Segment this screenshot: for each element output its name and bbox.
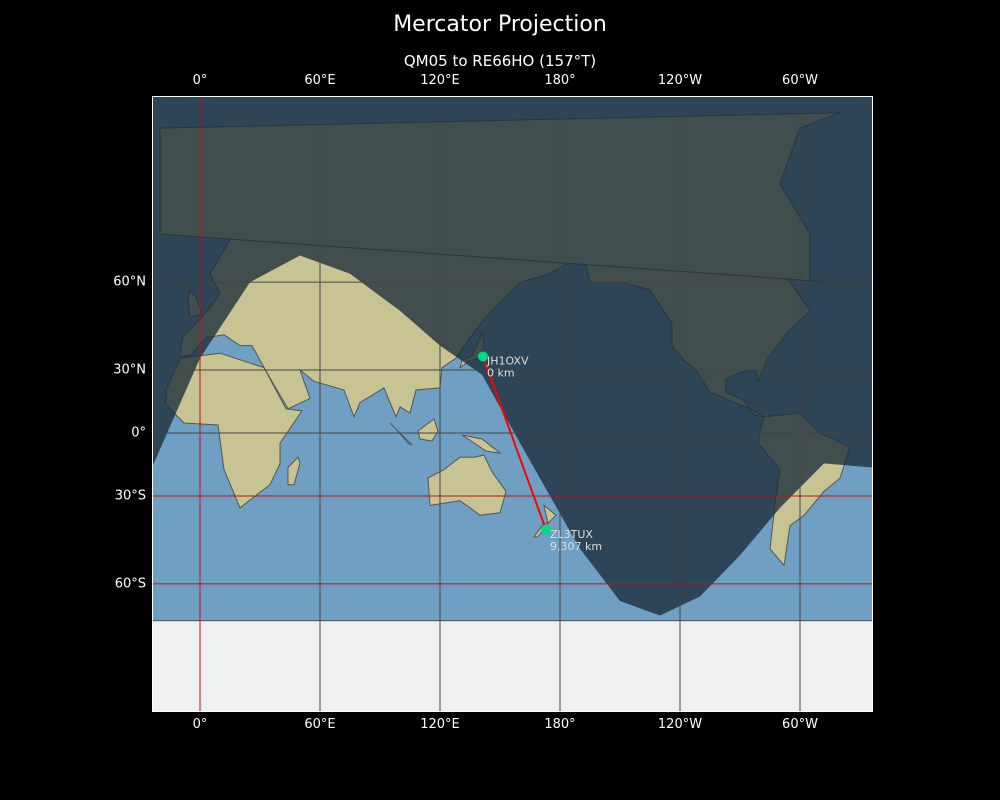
station-distance: 9,307 km <box>550 540 602 553</box>
tick-label: 60°N <box>113 274 146 290</box>
tick-label: 120°E <box>420 717 460 732</box>
tick-label: 180° <box>544 717 576 732</box>
station-distance: 0 km <box>487 366 515 379</box>
land-borneo <box>417 418 439 442</box>
station-marker <box>541 524 551 535</box>
tick-label: 0° <box>131 425 146 441</box>
tick-label: 30°S <box>114 488 146 504</box>
tick-label: 60°E <box>304 73 336 88</box>
station-marker <box>478 351 488 362</box>
tick-label: 60°S <box>114 576 146 592</box>
map-frame <box>152 96 873 712</box>
tick-label: 180° <box>544 73 576 88</box>
tick-label: 30°N <box>113 362 146 378</box>
tick-label: 0° <box>192 73 208 88</box>
land-antarctica <box>152 620 873 712</box>
land-new-guinea <box>461 434 502 454</box>
tick-label: 120°W <box>657 717 703 732</box>
map-title: Mercator Projection <box>393 12 607 37</box>
tick-label: 0° <box>192 717 208 732</box>
land-australia <box>427 454 507 516</box>
map-subtitle: QM05 to RE66HO (157°T) <box>403 52 597 70</box>
night-shading <box>152 96 873 616</box>
tick-label: 120°E <box>420 73 460 88</box>
land-madagascar <box>287 456 301 486</box>
station-callsign: JH1OXV <box>486 354 529 367</box>
tick-label: 60°E <box>304 717 336 732</box>
tick-label: 60°W <box>782 73 818 88</box>
great-circle-path <box>482 356 547 531</box>
land-sumatra <box>389 422 413 446</box>
tick-label: 60°W <box>782 717 818 732</box>
station-callsign: ZL3TUX <box>550 528 593 541</box>
tick-label: 120°W <box>657 73 703 88</box>
